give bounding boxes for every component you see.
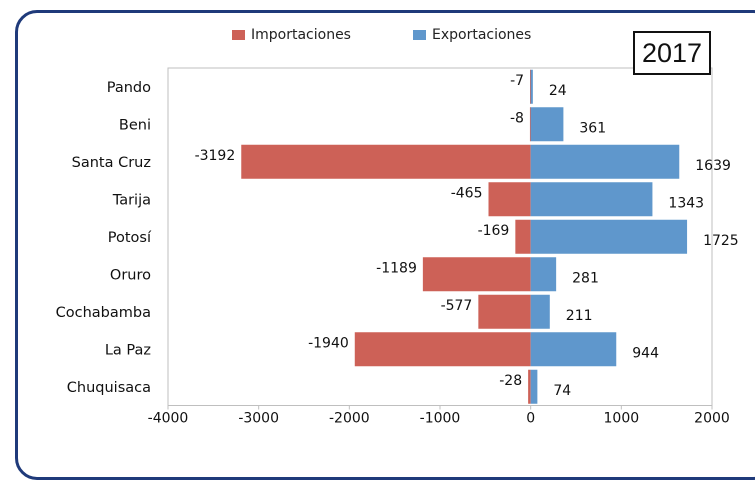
x-tick-label: -2000 bbox=[329, 411, 370, 427]
import-data-label: -1940 bbox=[308, 335, 349, 351]
import-data-label: -1189 bbox=[376, 260, 417, 276]
export-data-label: 1343 bbox=[668, 195, 704, 211]
category-label: Chuquisaca bbox=[67, 380, 151, 396]
export-bar bbox=[530, 144, 680, 179]
category-label: Santa Cruz bbox=[72, 155, 151, 171]
export-data-label: 211 bbox=[566, 308, 593, 324]
category-label: La Paz bbox=[105, 342, 151, 358]
import-bar bbox=[530, 69, 532, 104]
import-data-label: -8 bbox=[510, 110, 524, 126]
import-data-label: -577 bbox=[441, 298, 473, 314]
export-bar bbox=[530, 69, 533, 104]
category-label: Tarija bbox=[112, 192, 151, 208]
category-label: Pando bbox=[107, 80, 151, 96]
import-bar bbox=[515, 219, 531, 254]
legend-item-importaciones: Importaciones bbox=[232, 27, 351, 43]
x-tick-label: 0 bbox=[526, 411, 535, 427]
category-label: Cochabamba bbox=[56, 305, 151, 321]
bar-chart: Pando -7 24 Beni -8 361 Santa Cruz -3192 1639 Tar… bbox=[56, 67, 739, 427]
export-bar bbox=[530, 182, 653, 217]
import-data-label: -465 bbox=[451, 185, 483, 201]
category-label: Potosí bbox=[108, 230, 152, 246]
import-data-label: -28 bbox=[499, 373, 522, 389]
export-data-label: 24 bbox=[549, 83, 567, 99]
legend-swatch-exportaciones bbox=[413, 30, 426, 40]
export-data-label: 1639 bbox=[695, 158, 731, 174]
x-tick-label: 1000 bbox=[604, 411, 640, 427]
export-bar bbox=[530, 294, 550, 329]
legend-label-importaciones: Importaciones bbox=[251, 27, 351, 43]
export-data-label: 361 bbox=[579, 120, 606, 136]
legend-item-exportaciones: Exportaciones bbox=[413, 27, 531, 43]
import-data-label: -3192 bbox=[195, 148, 236, 164]
export-bar bbox=[530, 257, 557, 292]
export-bar bbox=[530, 332, 617, 367]
import-data-label: -7 bbox=[510, 73, 524, 89]
export-data-label: 944 bbox=[632, 345, 659, 361]
category-label: Beni bbox=[119, 117, 151, 133]
x-tick-label: -3000 bbox=[238, 411, 279, 427]
import-bar bbox=[529, 107, 531, 142]
x-tick-label: -4000 bbox=[148, 411, 189, 427]
export-data-label: 281 bbox=[572, 270, 599, 286]
import-bar bbox=[528, 369, 531, 404]
import-bar bbox=[488, 182, 531, 217]
x-tick-label: 2000 bbox=[694, 411, 730, 427]
legend-swatch-importaciones bbox=[232, 30, 245, 40]
export-bar bbox=[530, 107, 564, 142]
export-data-label: 74 bbox=[553, 383, 571, 399]
x-tick-label: -1000 bbox=[420, 411, 461, 427]
import-bar bbox=[478, 294, 531, 329]
category-label: Oruro bbox=[110, 267, 151, 283]
year-label: 2017 bbox=[633, 31, 711, 75]
import-data-label: -169 bbox=[478, 223, 510, 239]
import-bar bbox=[354, 332, 531, 367]
export-bar bbox=[530, 369, 538, 404]
export-bar bbox=[530, 219, 688, 254]
legend-label-exportaciones: Exportaciones bbox=[432, 27, 532, 43]
import-bar bbox=[241, 144, 531, 179]
export-data-label: 1725 bbox=[703, 233, 739, 249]
import-bar bbox=[422, 257, 531, 292]
